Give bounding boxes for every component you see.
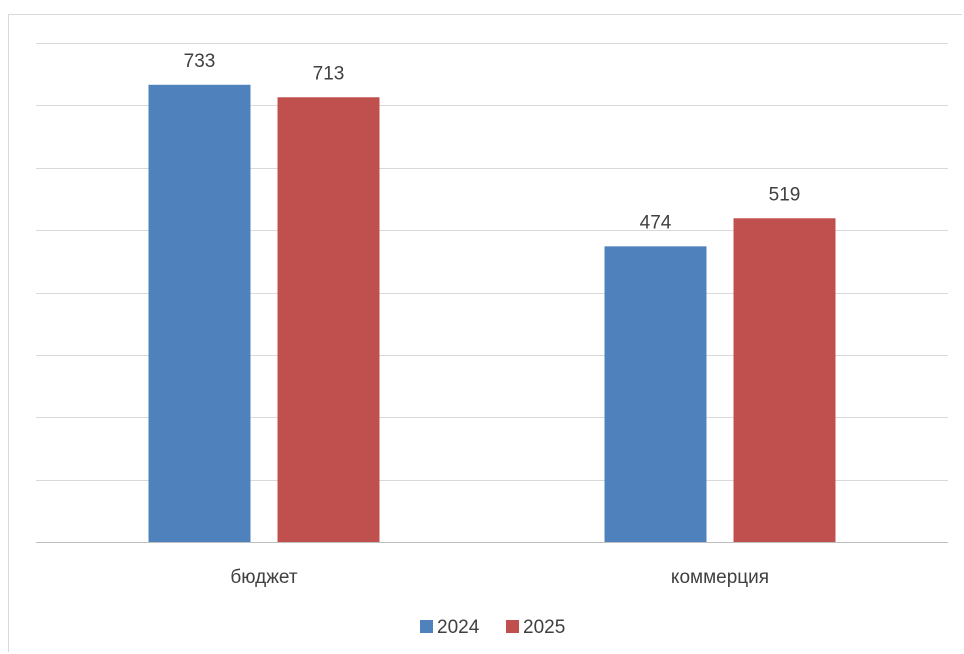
data-label: 733 bbox=[184, 51, 216, 72]
chart-frame bbox=[8, 14, 962, 652]
data-label: 474 bbox=[640, 212, 672, 233]
legend-label: 2025 bbox=[523, 617, 565, 638]
data-label: 713 bbox=[313, 63, 345, 84]
legend-label: 2024 bbox=[437, 617, 480, 638]
category-label: коммерция bbox=[671, 567, 769, 588]
bar-1-2025 bbox=[277, 97, 380, 543]
legend-swatch-2024 bbox=[420, 620, 433, 633]
bar-1-2024 bbox=[148, 84, 251, 542]
category-label: бюджет bbox=[230, 567, 297, 588]
bar-2-2024 bbox=[604, 246, 707, 542]
bar-2-2025 bbox=[733, 218, 836, 542]
legend-swatch-2025 bbox=[506, 620, 519, 633]
data-label: 519 bbox=[769, 184, 801, 205]
